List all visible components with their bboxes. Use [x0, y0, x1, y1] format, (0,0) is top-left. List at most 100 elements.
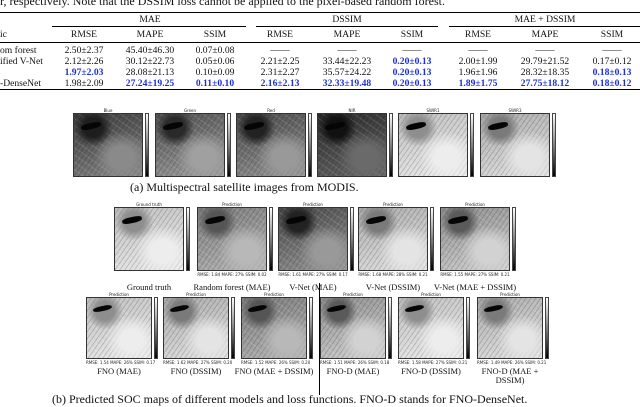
table-cell: 1.96±1.96: [458, 67, 498, 78]
map-title: Ground truth: [136, 202, 162, 207]
map-label: V-Net (MAE + DSSIM): [433, 282, 517, 292]
map-label: FNO (MAE): [97, 366, 141, 376]
table-cell: ——: [270, 45, 290, 56]
table-cell: 45.40±46.30: [125, 45, 175, 56]
map-title: Prediction: [343, 292, 363, 297]
table-column-header: RMSE: [464, 29, 492, 40]
table-cell: 2.12±2.26: [64, 56, 104, 67]
table-column-header: SSIM: [600, 29, 624, 40]
map-metrics: RMSE: 1.61 MAPE: 27% SSIM: 0.17: [278, 272, 348, 277]
satellite-image: [155, 113, 225, 177]
table-cell: 33.44±22.23: [322, 56, 372, 67]
map-metrics: RMSE: 1.68 MAPE: 28% SSIM: 0.21: [358, 272, 428, 277]
map-label: FNO (DSSIM): [170, 366, 222, 376]
colorbar: [389, 113, 393, 177]
satellite-image: [480, 113, 550, 177]
table-column-header: SSIM: [203, 29, 227, 40]
caption-b: (b) Predicted SOC maps of different mode…: [52, 392, 528, 406]
intro-text: r, respectively. Note that the DSSIM los…: [0, 0, 445, 8]
colorbar: [350, 207, 354, 271]
map-metrics: RMSE: 1.58 MAPE: 27% SSIM: 0.21: [398, 360, 468, 365]
table-group-header: MAE: [139, 14, 161, 25]
map-metrics: RMSE: 1.52 MAPE: 26% SSIM: 0.20: [241, 360, 311, 365]
map-label: V-Net (DSSIM): [365, 282, 421, 292]
map-label: FNO (MAE + DSSIM): [234, 366, 314, 376]
map-title: Prediction: [109, 292, 129, 297]
table-cell: 0.18±0.13: [592, 67, 632, 78]
table-cell: 28.32±18.35: [520, 67, 570, 78]
table-cell: 2.50±2.37: [64, 45, 104, 56]
map-label: FNO-D (MAE + DSSIM): [481, 366, 539, 385]
satellite-image: [398, 113, 468, 177]
soc-map: [114, 207, 184, 271]
table-cell: 0.10±0.09: [195, 67, 235, 78]
satellite-image: [317, 113, 387, 177]
table-cell: 1.89±1.75: [458, 78, 498, 89]
soc-map: [86, 297, 152, 359]
satellite-image-title: SWIR1: [426, 108, 440, 113]
table-cell: 1.97±2.03: [64, 67, 104, 78]
soc-map: [320, 297, 386, 359]
colorbar: [145, 113, 149, 177]
soc-map: [278, 207, 348, 271]
table-cell: 28.08±21.13: [125, 67, 175, 78]
colorbar: [231, 297, 235, 359]
map-metrics: RMSE: 1.55 MAPE: 27% SSIM: 0.21: [440, 272, 510, 277]
colorbar: [512, 207, 516, 271]
soc-map: [477, 297, 543, 359]
map-title: Prediction: [465, 202, 485, 207]
map-metrics: RMSE: 1.51 MAPE: 26% SSIM: 0.18: [320, 360, 390, 365]
table-cell: 0.20±0.13: [392, 78, 432, 89]
satellite-image-title: SWIR3: [508, 108, 522, 113]
table-cell: ——: [535, 45, 555, 56]
colorbar: [552, 113, 556, 177]
table-cell: 27.24±19.25: [125, 78, 175, 89]
satellite-image-title: Green: [183, 108, 197, 113]
table-cell: 0.11±0.10: [195, 78, 235, 89]
map-label: FNO-D (MAE): [326, 366, 380, 376]
table-column-header: SSIM: [400, 29, 424, 40]
satellite-image: [236, 113, 306, 177]
map-label: Random forest (MAE): [193, 282, 271, 292]
table-row-label: ified V-Net: [0, 56, 43, 67]
colorbar: [269, 207, 273, 271]
table-cell: 0.18±0.12: [592, 78, 632, 89]
map-metrics: RMSE: 1.84 MAPE: 27% SSIM: 0.02: [197, 272, 267, 277]
section-divider: [319, 283, 320, 395]
table-column-header: RMSE: [266, 29, 294, 40]
map-title: Prediction: [303, 202, 323, 207]
colorbar: [227, 113, 231, 177]
map-title: Prediction: [421, 292, 441, 297]
table-cell: 29.79±21.52: [520, 56, 570, 67]
satellite-image-title: Blue: [103, 108, 113, 113]
table-cell: 35.57±24.22: [322, 67, 372, 78]
map-title: Prediction: [500, 292, 520, 297]
map-title: Prediction: [222, 202, 242, 207]
colorbar: [309, 297, 313, 359]
soc-map: [398, 297, 464, 359]
soc-map: [197, 207, 267, 271]
soc-map: [163, 297, 229, 359]
satellite-image: [73, 113, 143, 177]
table-cell: 0.20±0.13: [392, 67, 432, 78]
table-cell: 2.16±2.13: [260, 78, 300, 89]
satellite-image-title: NIR: [348, 108, 356, 113]
table-cell: 30.12±22.73: [125, 56, 175, 67]
table-cell: ——: [468, 45, 488, 56]
colorbar: [154, 297, 158, 359]
soc-map: [358, 207, 428, 271]
colorbar: [430, 207, 434, 271]
table-cell: 2.21±2.25: [260, 56, 300, 67]
soc-map: [241, 297, 307, 359]
table-row-label: om forest: [0, 45, 37, 56]
map-title: Prediction: [264, 292, 284, 297]
table-cell: 1.98±2.09: [64, 78, 104, 89]
colorbar: [388, 297, 392, 359]
table-row-label: -DenseNet: [0, 78, 42, 89]
colorbar: [186, 207, 190, 271]
table-column-header: MAPE: [333, 29, 361, 40]
table-cell: 2.31±2.27: [260, 67, 300, 78]
map-metrics: RMSE: 1.49 MAPE: 26% SSIM: 0.21: [477, 360, 547, 365]
table-cell: 27.75±18.12: [520, 78, 570, 89]
colorbar: [466, 297, 470, 359]
